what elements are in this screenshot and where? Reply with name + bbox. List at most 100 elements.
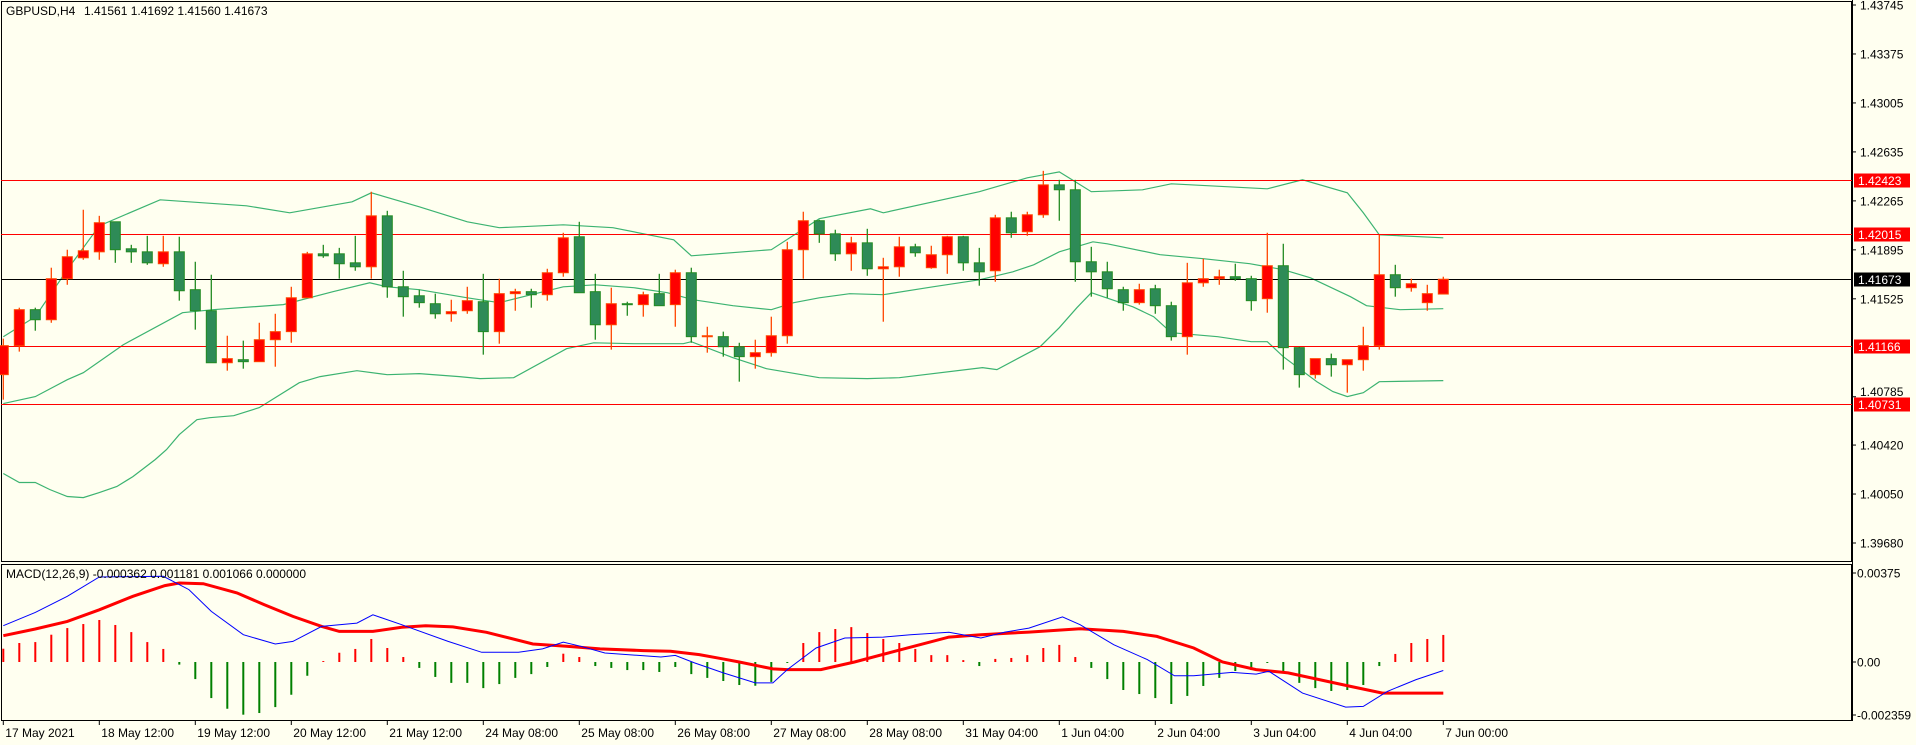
candle-body [1421,293,1433,304]
bull-candle [0,338,9,400]
bull-candle [221,335,233,371]
bear-candle [1245,275,1257,311]
price-tick-label: 1.42635 [1860,145,1904,159]
bear-candle [237,340,249,369]
candle-body [381,215,393,288]
candle-body [109,221,121,251]
macd-tick-label: 0.00375 [1857,567,1901,581]
bull-candle [365,191,377,279]
candle-body [61,256,73,280]
bear-candle [1165,301,1177,341]
candle-body [397,286,409,298]
current-level-price-tag [1854,272,1910,287]
candle-body [669,272,681,306]
candle-body [77,250,89,259]
bull-candle [541,268,553,301]
candle-body [29,309,41,321]
time-axis[interactable]: 17 May 2021 18 May 12:00 19 May 12:00 20 Ma… [2,721,1508,740]
ohlc-readout: 1.41561 1.41692 1.41560 1.41673 [84,4,268,18]
bull-candle [1373,234,1385,350]
candle-body [349,262,361,268]
time-tick-label: 19 May 12:00 [197,726,270,740]
candle-body [413,295,425,304]
bull-candle [301,251,313,299]
bull-candle [877,257,889,322]
candle-body [781,249,793,337]
candle-body [1053,184,1065,191]
bear-candle [589,273,601,340]
price-tick-label: 1.40420 [1860,439,1904,453]
candle-body [1277,265,1289,349]
bear-candle [685,267,697,343]
candle-body [317,253,329,257]
bull-candle [1309,358,1321,379]
level-price-label: 1.42423 [1858,174,1902,188]
candle-body [685,272,697,338]
bull-candle [637,291,649,317]
bear-candle [973,247,985,286]
candle-body [1133,289,1145,304]
resistance-level-price-tag [1854,173,1910,188]
bollinger-lower-band [3,292,1444,499]
bear-candle [29,307,41,331]
price-tick-label: 1.43745 [1860,0,1904,13]
candle-body [1341,359,1353,366]
bull-candle [893,236,905,277]
macd-pane-border [1,564,1852,721]
bear-candle [829,229,841,261]
candle-body [45,278,57,321]
bull-candle [1181,262,1193,355]
candle-body [1309,358,1321,376]
support-level-price-tag [1854,397,1910,412]
candle-body [877,266,889,270]
candle-body [1373,274,1385,347]
bull-candle [925,245,937,269]
bull-candle [45,267,57,323]
candle-body [1117,289,1129,304]
bull-candle [1021,211,1033,236]
macd-axis: 0.00375 0.00 -0.002359 [1852,567,1911,723]
bull-candle [605,287,617,350]
bear-candle [861,228,873,276]
candle-body [1149,288,1161,307]
candle-body [701,335,713,338]
bull-candle [1133,283,1145,305]
bull-candle [1357,326,1369,371]
bear-candle [205,274,217,364]
level-tags-layer: 1.42423 1.42015 1.41673 1.41166 1.40731 [1854,173,1910,412]
bear-candle [957,235,969,271]
candle-body [333,253,345,265]
candle-body [637,294,649,306]
candle-body [829,233,841,255]
bull-candle [1197,258,1209,287]
bollinger-middle-band [3,241,1444,405]
candle-body [253,339,265,363]
candle-body [653,293,665,307]
candle-body [13,309,25,347]
bull-candle [1437,276,1449,295]
candle-body [221,358,233,364]
price-tick-label: 1.43005 [1860,96,1904,110]
macd-pane[interactable]: MACD(12,26,9) -0.000362 0.001181 0.00106… [1,564,1852,721]
candle-body [141,251,153,264]
candle-body [797,220,809,251]
price-tick-label: 1.40050 [1860,488,1904,502]
candle-body [557,237,569,274]
candle-body [1213,276,1225,280]
time-tick-label: 24 May 08:00 [485,726,558,740]
level-price-label: 1.41673 [1858,273,1902,287]
candle-body [1197,278,1209,284]
price-pane[interactable]: GBPUSD,H4 1.41561 1.41692 1.41560 1.4167… [0,1,1852,562]
bull-candle [557,232,569,277]
time-tick-label: 1 Jun 04:00 [1061,726,1124,740]
price-axis[interactable]: 1.43745 1.43375 1.43005 1.42635 1.42265 1.418… [1852,0,1904,721]
bull-candle [765,316,777,357]
bollinger-upper-band [2,171,1444,338]
candle-body [157,251,169,265]
price-tick-label: 1.39680 [1860,537,1904,551]
resistance-level-price-tag [1854,227,1910,242]
price-tick-label: 1.42265 [1860,194,1904,208]
candle-body [125,248,137,253]
